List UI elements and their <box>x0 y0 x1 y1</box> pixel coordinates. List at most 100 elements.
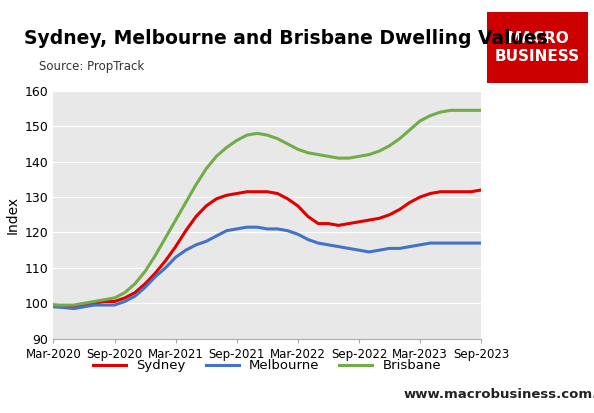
Melbourne <box>172 255 179 260</box>
Sydney <box>80 303 87 308</box>
Melbourne <box>101 303 108 308</box>
Sydney <box>244 189 251 194</box>
Melbourne <box>111 303 118 308</box>
Brisbane <box>416 119 424 123</box>
Melbourne <box>406 244 413 249</box>
Melbourne <box>254 225 261 230</box>
Sydney <box>294 204 301 209</box>
Melbourne <box>50 304 57 309</box>
Sydney <box>182 228 189 233</box>
Melbourne <box>80 304 87 309</box>
Brisbane <box>447 108 454 113</box>
Y-axis label: Index: Index <box>5 196 19 234</box>
Melbourne <box>151 274 159 279</box>
Melbourne <box>416 242 424 247</box>
Sydney <box>172 244 179 249</box>
Sydney <box>111 299 118 304</box>
Sydney <box>101 299 108 304</box>
Sydney <box>60 304 67 309</box>
Melbourne <box>355 248 362 253</box>
Brisbane <box>111 295 118 300</box>
Brisbane <box>376 149 383 154</box>
Melbourne <box>244 225 251 230</box>
Sydney <box>223 193 230 198</box>
Brisbane <box>254 131 261 136</box>
Melbourne <box>426 241 434 246</box>
Melbourne <box>315 241 322 246</box>
Sydney <box>396 207 403 212</box>
Melbourne <box>274 226 281 231</box>
Brisbane <box>386 143 393 148</box>
Brisbane <box>294 147 301 152</box>
Sydney <box>141 281 148 286</box>
Sydney <box>478 188 485 192</box>
Brisbane <box>141 269 148 274</box>
Melbourne <box>365 249 372 254</box>
Melbourne <box>335 244 342 249</box>
Melbourne <box>182 248 189 253</box>
Brisbane <box>396 136 403 141</box>
Sydney <box>274 191 281 196</box>
Melbourne <box>467 241 475 246</box>
Brisbane <box>345 156 352 161</box>
Brisbane <box>203 166 210 171</box>
Melbourne <box>162 266 169 271</box>
Sydney <box>264 189 271 194</box>
Brisbane <box>365 152 372 157</box>
Brisbane <box>274 136 281 141</box>
Sydney <box>335 223 342 228</box>
Sydney <box>162 258 169 263</box>
Melbourne <box>294 232 301 237</box>
Sydney <box>325 221 332 226</box>
Sydney <box>426 191 434 196</box>
Brisbane <box>284 142 291 147</box>
Melbourne <box>233 226 241 231</box>
Sydney <box>213 196 220 201</box>
Melbourne <box>376 248 383 253</box>
Sydney <box>416 195 424 199</box>
Sydney <box>437 189 444 194</box>
Melbourne <box>203 239 210 244</box>
Melbourne <box>386 246 393 251</box>
Melbourne <box>305 237 312 242</box>
Brisbane <box>101 297 108 302</box>
Sydney <box>355 219 362 224</box>
Brisbane <box>121 290 128 295</box>
Sydney <box>192 214 200 219</box>
Melbourne <box>345 246 352 251</box>
Brisbane <box>91 299 98 304</box>
Sydney <box>315 221 322 226</box>
Sydney <box>254 189 261 194</box>
Brisbane <box>213 154 220 159</box>
Melbourne <box>141 285 148 290</box>
Sydney <box>203 204 210 209</box>
Melbourne <box>264 226 271 231</box>
Sydney <box>406 200 413 205</box>
Text: Source: PropTrack: Source: PropTrack <box>39 60 144 73</box>
Brisbane <box>264 133 271 138</box>
Melbourne <box>131 294 138 299</box>
Sydney <box>457 189 465 194</box>
Sydney <box>305 214 312 219</box>
Melbourne <box>478 241 485 246</box>
Brisbane <box>80 301 87 306</box>
Melbourne <box>60 305 67 310</box>
Brisbane <box>192 182 200 187</box>
Melbourne <box>213 233 220 238</box>
Sydney <box>467 189 475 194</box>
Brisbane <box>325 154 332 159</box>
Sydney <box>151 271 159 275</box>
Sydney <box>131 290 138 295</box>
Sydney <box>121 295 128 300</box>
Brisbane <box>50 303 57 308</box>
Brisbane <box>244 133 251 138</box>
Brisbane <box>426 113 434 118</box>
Text: MACRO
BUSINESS: MACRO BUSINESS <box>495 31 580 64</box>
Brisbane <box>182 200 189 205</box>
Brisbane <box>131 281 138 286</box>
Melbourne <box>325 242 332 247</box>
Sydney <box>233 191 241 196</box>
Legend: Sydney, Melbourne, Brisbane: Sydney, Melbourne, Brisbane <box>88 354 447 377</box>
Brisbane <box>151 253 159 258</box>
Melbourne <box>284 228 291 233</box>
